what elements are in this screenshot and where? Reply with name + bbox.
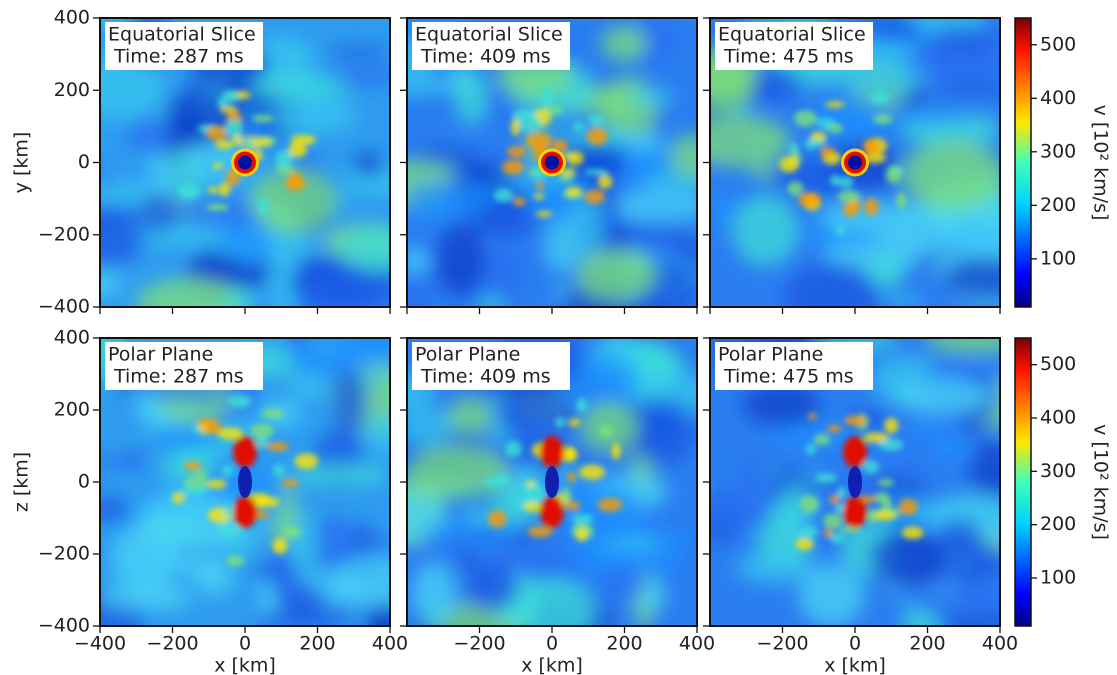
x-axis-label: x [km] [521,655,583,675]
colorbar-tick-label: 500 [1040,353,1076,375]
colorbar-tick-label: 400 [1040,407,1076,429]
x-tick-label: 0 [849,633,861,655]
colorbar-tick-label: 100 [1040,567,1076,589]
x-tick-label: 400 [372,633,408,655]
y-tick-label: 200 [54,399,90,421]
panel-title: Equatorial Slice [415,24,563,46]
colorbar-tick-label: 500 [1040,33,1076,55]
colorbar-label: v [10² km/s] [1090,105,1112,221]
y-tick-label: −400 [38,296,90,318]
panel-title: Polar Plane [718,344,823,366]
x-tick-label: 200 [606,633,642,655]
figure: −400−2000200400y [km]Equatorial SliceTim… [0,0,1117,675]
colorbar-tick-label: 400 [1040,87,1076,109]
panel-title: Equatorial Slice [718,24,866,46]
y-tick-label: 0 [78,471,90,493]
y-tick-label: −200 [38,223,90,245]
panel-subtitle: Time: 287 ms [113,46,244,68]
colorbar-tick-label: 300 [1040,140,1076,162]
panel-subtitle: Time: 287 ms [113,366,244,388]
x-tick-label: −200 [453,633,505,655]
y-tick-label: −400 [38,615,90,637]
panel: −400 −200 0 200 400 y [km] Equatorial SliceTim… [11,7,422,334]
y-tick-label: −200 [38,543,90,565]
panel-title: Equatorial Slice [108,24,256,46]
panel-subtitle: Time: 475 ms [723,366,854,388]
colorbar [1015,338,1031,626]
x-tick-label: 200 [909,633,945,655]
x-tick-label: 0 [546,633,558,655]
x-tick-label: 400 [982,633,1018,655]
y-tick-label: 200 [54,79,90,101]
panel-subtitle: Time: 475 ms [723,46,854,68]
colorbar-label: v [10² km/s] [1090,424,1112,540]
x-tick-label: 400 [679,633,715,655]
y-axis-label: z [km] [11,452,33,512]
colorbar [1015,18,1031,307]
colorbar-tick-label: 200 [1040,513,1076,535]
colorbar-tick-label: 300 [1040,460,1076,482]
x-axis-label: x [km] [214,655,276,675]
colorbar-tick-label: 100 [1040,247,1076,269]
x-tick-label: 0 [239,633,251,655]
panel-subtitle: Time: 409 ms [420,46,551,68]
x-axis-label: x [km] [824,655,886,675]
panel-title: Polar Plane [415,344,520,366]
x-tick-label: 200 [299,633,335,655]
y-tick-label: 400 [54,327,90,349]
colorbar-tick-label: 200 [1040,194,1076,216]
panel-title: Polar Plane [108,344,213,366]
y-tick-label: 0 [78,151,90,173]
x-tick-label: −200 [146,633,198,655]
panel-subtitle: Time: 409 ms [420,366,551,388]
y-tick-label: 400 [54,7,90,29]
x-tick-label: −200 [756,633,808,655]
y-axis-label: y [km] [11,132,33,194]
